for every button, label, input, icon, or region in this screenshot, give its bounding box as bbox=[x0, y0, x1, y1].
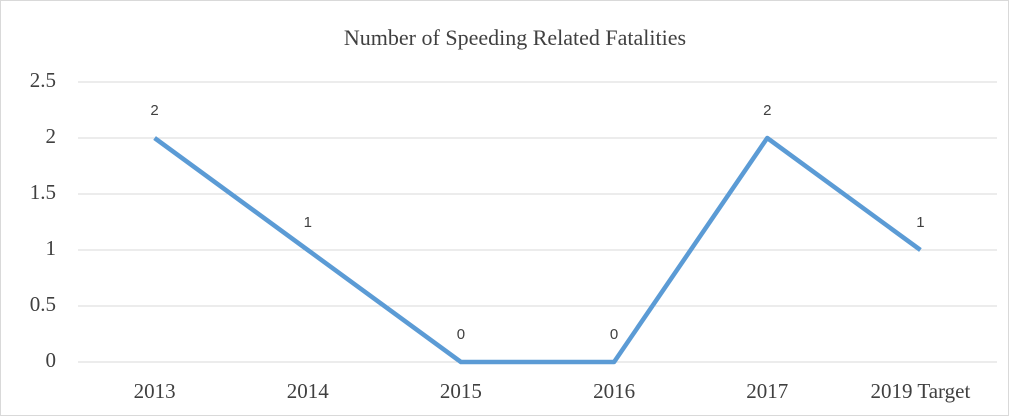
y-tick-label: 2.5 bbox=[30, 68, 56, 92]
y-tick-label: 2 bbox=[46, 124, 57, 148]
x-tick-label: 2015 bbox=[440, 379, 482, 403]
data-label: 1 bbox=[304, 214, 312, 231]
data-label: 0 bbox=[610, 326, 618, 343]
x-tick-label: 2014 bbox=[287, 379, 330, 403]
x-tick-label: 2016 bbox=[593, 379, 635, 403]
data-label: 0 bbox=[457, 326, 465, 343]
x-tick-label: 2013 bbox=[134, 379, 176, 403]
chart-title: Number of Speeding Related Fatalities bbox=[344, 25, 686, 50]
data-label: 1 bbox=[916, 214, 924, 231]
y-tick-label: 0.5 bbox=[30, 292, 56, 316]
y-tick-label: 1.5 bbox=[30, 180, 56, 204]
y-tick-label: 0 bbox=[46, 348, 57, 372]
data-label: 2 bbox=[150, 102, 158, 119]
y-tick-label: 1 bbox=[46, 236, 57, 260]
x-tick-label: 2019 Target bbox=[871, 379, 971, 403]
x-tick-label: 2017 bbox=[746, 379, 788, 403]
line-series bbox=[153, 135, 922, 365]
data-label: 2 bbox=[763, 102, 771, 119]
